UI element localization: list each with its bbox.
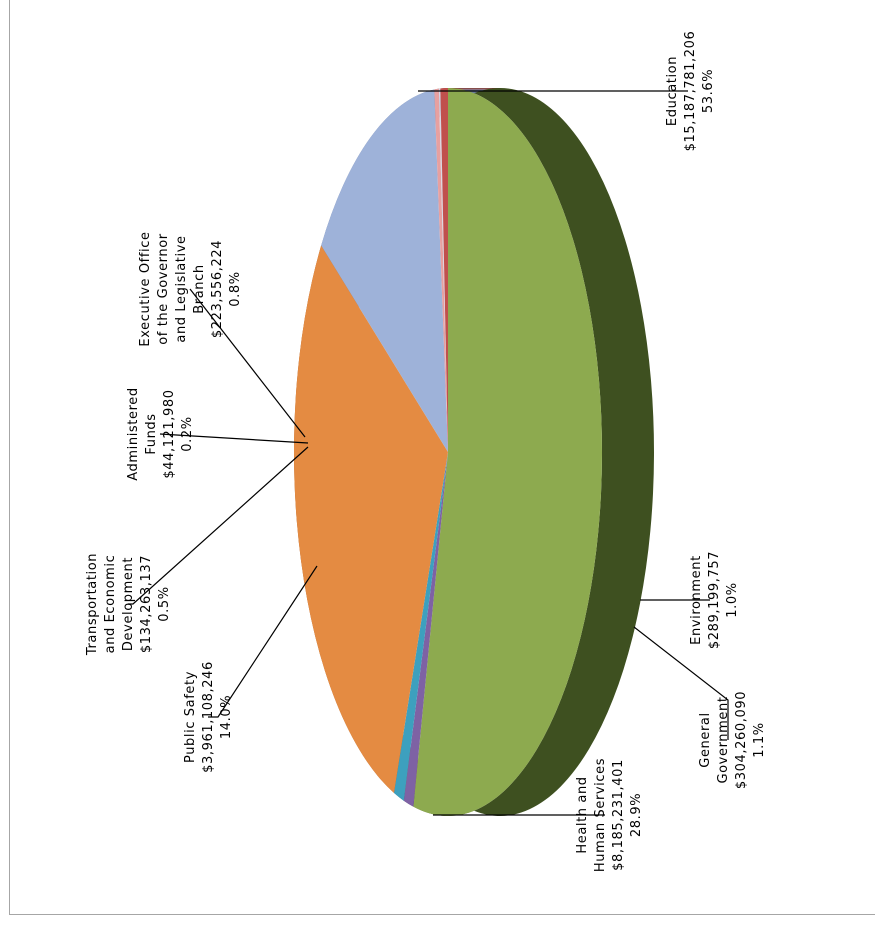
- slice-category-text: of the Governor: [156, 233, 171, 345]
- slice-percent-text: 14.0%: [219, 695, 234, 739]
- slice-label-4: Public Safety $3,961,108,246 14.0%: [183, 661, 234, 773]
- leader-line-4: [208, 565, 318, 718]
- slice-0[interactable]: [413, 88, 602, 816]
- slice-4[interactable]: [321, 89, 448, 452]
- slice-percent-text: 28.9%: [629, 793, 644, 837]
- slice-amount-text: $44,121,980: [162, 389, 177, 478]
- slice-category-text: Development: [121, 557, 136, 651]
- slice-label-0: Education $15,187,781,206 53.6%: [665, 31, 716, 152]
- slice-category-text: Administered: [126, 387, 141, 480]
- slice-category-text: Education: [665, 56, 680, 126]
- slice-5[interactable]: [434, 88, 448, 452]
- slice-amount-text: $8,185,231,401: [611, 759, 626, 871]
- slice-3[interactable]: [293, 245, 448, 793]
- slice-percent-text: 0.2%: [180, 416, 195, 451]
- slice-amount-text: $134,263,137: [139, 555, 154, 653]
- slice-category-text: Health and: [575, 776, 590, 853]
- slice-side-0: [413, 88, 654, 816]
- slice-percent-text: 1.1%: [752, 722, 767, 757]
- slice-percent-text: 0.5%: [157, 586, 172, 621]
- slice-category-text: and Legislative: [174, 235, 189, 342]
- pie-faces: [293, 88, 602, 816]
- slice-label-6: Administered Funds $44,121,980 0.2%: [126, 387, 195, 480]
- slice-label-7: Executive Office of the Governor and Legis…: [138, 231, 243, 346]
- leader-line-7: [189, 288, 306, 438]
- slice-label-2: General Government $304,260,090 1.1%: [698, 691, 767, 789]
- slice-amount-text: $3,961,108,246: [201, 661, 216, 773]
- slice-label-5: Transportation and Economic Development $13…: [85, 553, 172, 656]
- slice-label-1: Environment $289,199,757 1.0%: [689, 551, 740, 649]
- slice-7[interactable]: [440, 88, 448, 452]
- slice-category-text: and Economic: [103, 555, 118, 654]
- slice-category-text: Public Safety: [183, 671, 198, 763]
- slice-percent-text: 0.8%: [228, 271, 243, 306]
- slice-percent-text: 1.0%: [725, 582, 740, 617]
- slice-1[interactable]: [403, 452, 448, 807]
- slice-amount-text: $223,556,224: [210, 240, 225, 338]
- slice-category-text: Branch: [192, 264, 207, 313]
- slice-category-text: Transportation: [85, 553, 100, 656]
- slice-category-text: Funds: [144, 413, 159, 454]
- leader-line-5: [128, 446, 309, 605]
- slice-2[interactable]: [393, 452, 448, 801]
- slice-label-3: Health and Human Services $8,185,231,401 28…: [575, 758, 644, 872]
- slice-category-text: Government: [716, 696, 731, 783]
- leader-line-2: [633, 626, 729, 740]
- slice-category-text: Environment: [689, 555, 704, 645]
- slice-labels: Education $15,187,781,206 53.6% Environment…: [85, 31, 767, 872]
- slice-category-text: Executive Office: [138, 231, 153, 346]
- slice-category-text: Human Services: [593, 758, 608, 872]
- slice-percent-text: 53.6%: [701, 69, 716, 113]
- slice-6[interactable]: [438, 88, 448, 453]
- slice-amount-text: $289,199,757: [707, 551, 722, 649]
- slice-amount-text: $15,187,781,206: [683, 31, 698, 152]
- slice-amount-text: $304,260,090: [734, 691, 749, 789]
- leader-line-6: [159, 433, 309, 444]
- slice-category-text: General: [698, 712, 713, 767]
